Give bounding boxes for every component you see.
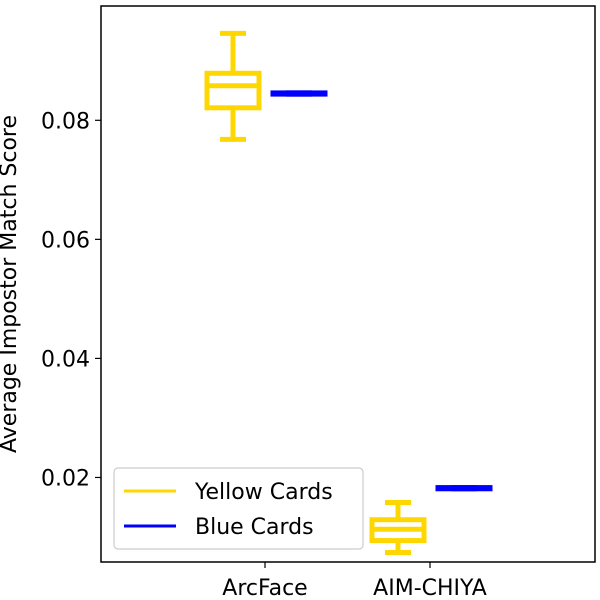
box-body [204, 70, 262, 111]
legend-frame [113, 467, 364, 550]
plot-frame [100, 5, 596, 563]
x-tick-label: ArcFace [222, 576, 307, 600]
y-tick-label: 0.04 [41, 347, 90, 372]
box-0-0 [204, 30, 262, 142]
legend: Yellow Cards Blue Cards [113, 467, 364, 550]
box-0-1 [369, 499, 427, 555]
legend-label: Yellow Cards [194, 480, 333, 505]
y-axis-label: Average Impostor Match Score [0, 115, 22, 453]
legend-label: Blue Cards [195, 515, 314, 540]
y-tick-label: 0.02 [41, 466, 90, 491]
x-tick-label: AIM-CHIYA [373, 576, 487, 600]
box-1-0 [270, 90, 328, 97]
y-tick-label: 0.06 [41, 228, 90, 253]
plot-marks [204, 30, 493, 555]
axes: 0.02 0.04 0.06 0.08 ArcFace AIM-CHIYA [41, 109, 487, 600]
box-1-1 [435, 485, 493, 492]
y-tick-label: 0.08 [41, 109, 90, 134]
